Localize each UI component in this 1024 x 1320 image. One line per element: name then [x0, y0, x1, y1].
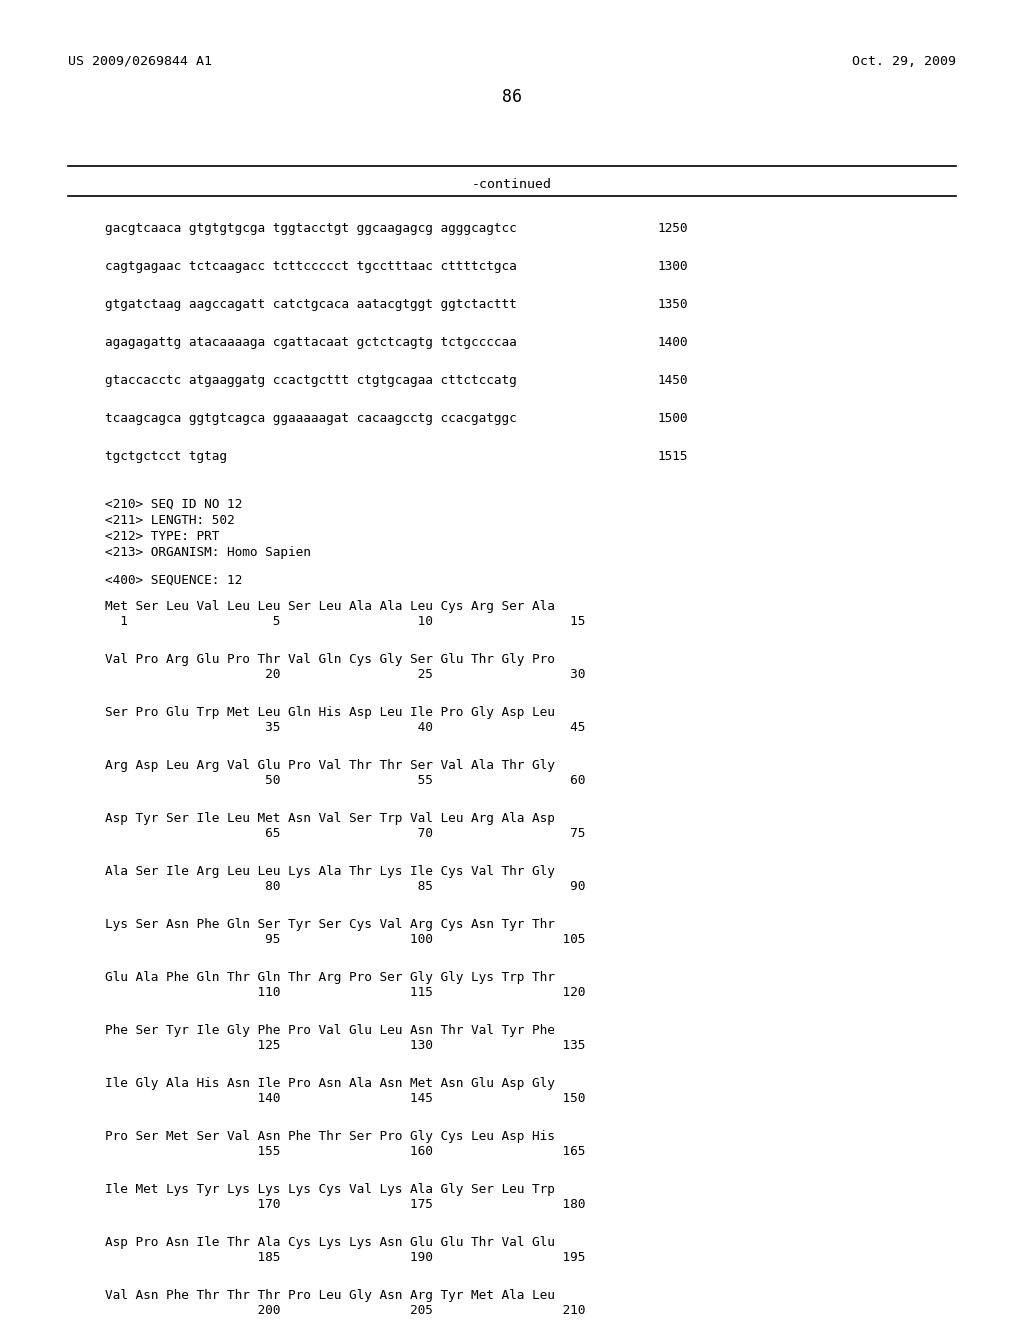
- Text: tgctgctcct tgtag: tgctgctcct tgtag: [105, 450, 227, 463]
- Text: Oct. 29, 2009: Oct. 29, 2009: [852, 55, 956, 69]
- Text: gtgatctaag aagccagatt catctgcaca aatacgtggt ggtctacttt: gtgatctaag aagccagatt catctgcaca aatacgt…: [105, 298, 517, 312]
- Text: 110                 115                 120: 110 115 120: [105, 986, 586, 999]
- Text: -continued: -continued: [472, 178, 552, 191]
- Text: 1500: 1500: [658, 412, 688, 425]
- Text: <212> TYPE: PRT: <212> TYPE: PRT: [105, 531, 219, 543]
- Text: Ala Ser Ile Arg Leu Leu Lys Ala Thr Lys Ile Cys Val Thr Gly: Ala Ser Ile Arg Leu Leu Lys Ala Thr Lys …: [105, 865, 555, 878]
- Text: 50                  55                  60: 50 55 60: [105, 774, 586, 787]
- Text: Phe Ser Tyr Ile Gly Phe Pro Val Glu Leu Asn Thr Val Tyr Phe: Phe Ser Tyr Ile Gly Phe Pro Val Glu Leu …: [105, 1024, 555, 1038]
- Text: 185                 190                 195: 185 190 195: [105, 1251, 586, 1265]
- Text: <211> LENGTH: 502: <211> LENGTH: 502: [105, 513, 234, 527]
- Text: Asp Tyr Ser Ile Leu Met Asn Val Ser Trp Val Leu Arg Ala Asp: Asp Tyr Ser Ile Leu Met Asn Val Ser Trp …: [105, 812, 555, 825]
- Text: 125                 130                 135: 125 130 135: [105, 1039, 586, 1052]
- Text: tcaagcagca ggtgtcagca ggaaaaagat cacaagcctg ccacgatggc: tcaagcagca ggtgtcagca ggaaaaagat cacaagc…: [105, 412, 517, 425]
- Text: gacgtcaaca gtgtgtgcga tggtacctgt ggcaagagcg agggcagtcc: gacgtcaaca gtgtgtgcga tggtacctgt ggcaaga…: [105, 222, 517, 235]
- Text: US 2009/0269844 A1: US 2009/0269844 A1: [68, 55, 212, 69]
- Text: Met Ser Leu Val Leu Leu Ser Leu Ala Ala Leu Cys Arg Ser Ala: Met Ser Leu Val Leu Leu Ser Leu Ala Ala …: [105, 601, 555, 612]
- Text: 65                  70                  75: 65 70 75: [105, 828, 586, 840]
- Text: Arg Asp Leu Arg Val Glu Pro Val Thr Thr Ser Val Ala Thr Gly: Arg Asp Leu Arg Val Glu Pro Val Thr Thr …: [105, 759, 555, 772]
- Text: 86: 86: [502, 88, 522, 106]
- Text: cagtgagaac tctcaagacc tcttccccct tgcctttaac cttttctgca: cagtgagaac tctcaagacc tcttccccct tgccttt…: [105, 260, 517, 273]
- Text: Ile Gly Ala His Asn Ile Pro Asn Ala Asn Met Asn Glu Asp Gly: Ile Gly Ala His Asn Ile Pro Asn Ala Asn …: [105, 1077, 555, 1090]
- Text: 200                 205                 210: 200 205 210: [105, 1304, 586, 1317]
- Text: 170                 175                 180: 170 175 180: [105, 1199, 586, 1210]
- Text: 155                 160                 165: 155 160 165: [105, 1144, 586, 1158]
- Text: Glu Ala Phe Gln Thr Gln Thr Arg Pro Ser Gly Gly Lys Trp Thr: Glu Ala Phe Gln Thr Gln Thr Arg Pro Ser …: [105, 972, 555, 983]
- Text: agagagattg atacaaaaga cgattacaat gctctcagtg tctgccccaa: agagagattg atacaaaaga cgattacaat gctctca…: [105, 337, 517, 348]
- Text: 20                  25                  30: 20 25 30: [105, 668, 586, 681]
- Text: <210> SEQ ID NO 12: <210> SEQ ID NO 12: [105, 498, 243, 511]
- Text: 1515: 1515: [658, 450, 688, 463]
- Text: 35                  40                  45: 35 40 45: [105, 721, 586, 734]
- Text: 80                  85                  90: 80 85 90: [105, 880, 586, 894]
- Text: 1250: 1250: [658, 222, 688, 235]
- Text: Asp Pro Asn Ile Thr Ala Cys Lys Lys Asn Glu Glu Thr Val Glu: Asp Pro Asn Ile Thr Ala Cys Lys Lys Asn …: [105, 1236, 555, 1249]
- Text: gtaccacctc atgaaggatg ccactgcttt ctgtgcagaa cttctccatg: gtaccacctc atgaaggatg ccactgcttt ctgtgca…: [105, 374, 517, 387]
- Text: Ser Pro Glu Trp Met Leu Gln His Asp Leu Ile Pro Gly Asp Leu: Ser Pro Glu Trp Met Leu Gln His Asp Leu …: [105, 706, 555, 719]
- Text: 1350: 1350: [658, 298, 688, 312]
- Text: Lys Ser Asn Phe Gln Ser Tyr Ser Cys Val Arg Cys Asn Tyr Thr: Lys Ser Asn Phe Gln Ser Tyr Ser Cys Val …: [105, 917, 555, 931]
- Text: 1400: 1400: [658, 337, 688, 348]
- Text: 1                   5                  10                  15: 1 5 10 15: [105, 615, 586, 628]
- Text: 140                 145                 150: 140 145 150: [105, 1092, 586, 1105]
- Text: <400> SEQUENCE: 12: <400> SEQUENCE: 12: [105, 574, 243, 587]
- Text: Pro Ser Met Ser Val Asn Phe Thr Ser Pro Gly Cys Leu Asp His: Pro Ser Met Ser Val Asn Phe Thr Ser Pro …: [105, 1130, 555, 1143]
- Text: 95                 100                 105: 95 100 105: [105, 933, 586, 946]
- Text: Val Pro Arg Glu Pro Thr Val Gln Cys Gly Ser Glu Thr Gly Pro: Val Pro Arg Glu Pro Thr Val Gln Cys Gly …: [105, 653, 555, 667]
- Text: <213> ORGANISM: Homo Sapien: <213> ORGANISM: Homo Sapien: [105, 546, 311, 558]
- Text: Val Asn Phe Thr Thr Thr Pro Leu Gly Asn Arg Tyr Met Ala Leu: Val Asn Phe Thr Thr Thr Pro Leu Gly Asn …: [105, 1290, 555, 1302]
- Text: 1300: 1300: [658, 260, 688, 273]
- Text: Ile Met Lys Tyr Lys Lys Lys Cys Val Lys Ala Gly Ser Leu Trp: Ile Met Lys Tyr Lys Lys Lys Cys Val Lys …: [105, 1183, 555, 1196]
- Text: 1450: 1450: [658, 374, 688, 387]
